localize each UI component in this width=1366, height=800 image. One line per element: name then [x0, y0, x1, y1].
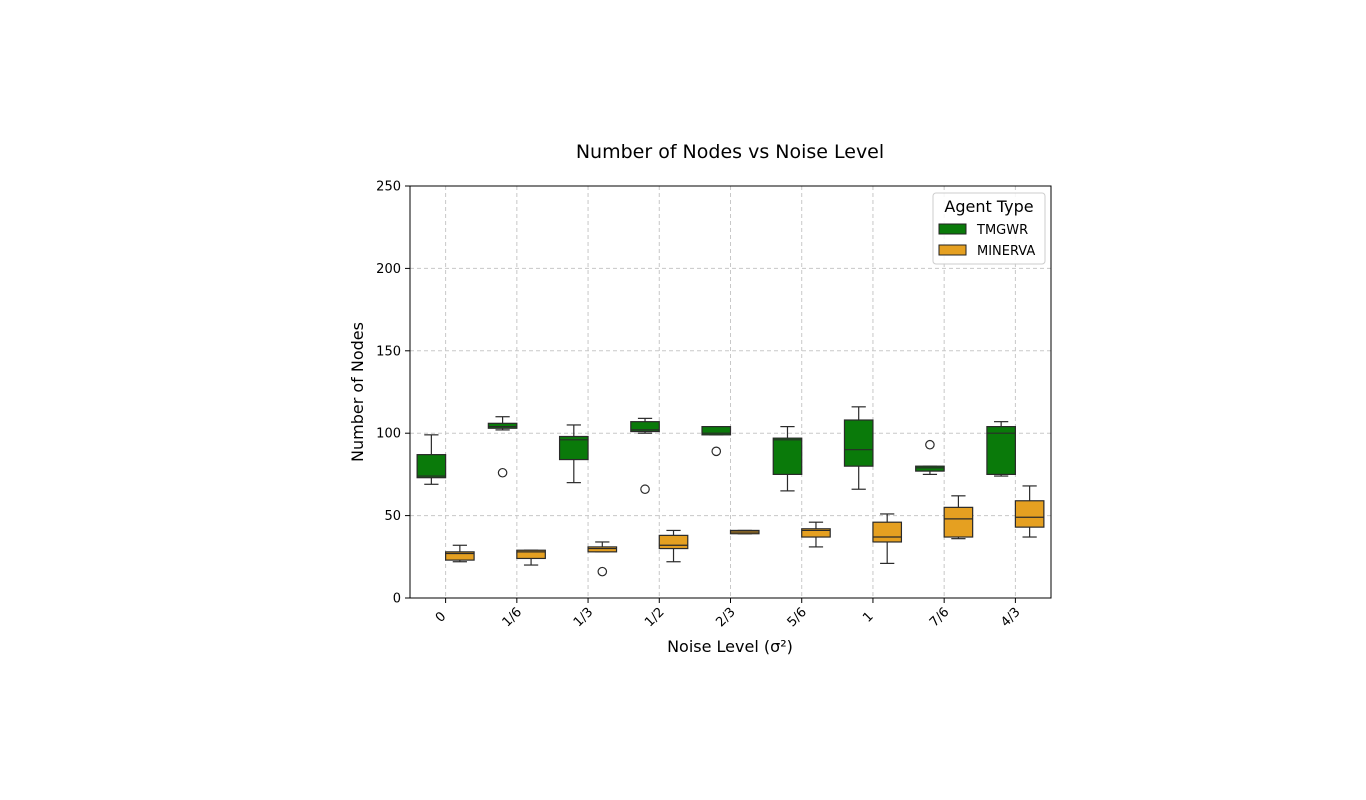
box-tmgwr: [630, 417, 660, 495]
outlier-point: [925, 439, 935, 450]
outlier-point: [711, 446, 722, 457]
box-iqr: [487, 422, 518, 429]
box-minerva: [445, 544, 475, 563]
outlier-point: [640, 484, 650, 495]
box-tmgwr: [558, 424, 589, 484]
outlier-point: [597, 566, 608, 577]
legend-label-tmgwr: TMGWR: [976, 223, 1028, 238]
x-tick-label: 1: [860, 609, 876, 625]
x-tick-label: 7/6: [927, 605, 952, 630]
box-iqr: [801, 528, 831, 538]
box-minerva: [943, 495, 974, 540]
box-minerva: [516, 549, 546, 566]
box-iqr: [416, 454, 447, 479]
box-iqr: [587, 546, 618, 553]
y-tick-label: 250: [376, 180, 401, 195]
box-iqr: [630, 421, 660, 433]
box-iqr: [701, 426, 732, 436]
x-tick-label: 1/3: [571, 605, 596, 630]
x-axis-label: Noise Level (σ²): [667, 637, 793, 656]
x-tick-label: 1/6: [500, 605, 525, 630]
y-tick-label: 50: [384, 509, 401, 524]
box-tmgwr: [915, 439, 945, 475]
boxes-layer: [416, 406, 1045, 577]
y-tick-label: 100: [376, 427, 401, 442]
box-tmgwr: [843, 406, 874, 490]
box-minerva: [587, 541, 618, 577]
chart-title: Number of Nodes vs Noise Level: [576, 141, 884, 163]
box-tmgwr: [701, 426, 732, 457]
y-tick-label: 0: [393, 592, 401, 607]
box-iqr: [872, 521, 903, 543]
legend: Agent Type TMGWR MINERVA: [932, 192, 1046, 265]
legend-label-minerva: MINERVA: [977, 244, 1035, 259]
box-tmgwr: [986, 421, 1016, 477]
box-iqr: [658, 534, 689, 550]
x-tick-label: 4/3: [998, 605, 1023, 630]
box-iqr: [843, 419, 874, 467]
box-iqr: [445, 551, 475, 561]
outlier-point: [497, 467, 508, 478]
x-tick-label: 0: [433, 609, 449, 625]
box-iqr: [1014, 500, 1045, 528]
box-iqr: [558, 435, 589, 461]
box-minerva: [729, 529, 760, 535]
axis-ticks: 0 50 100 150 200 250 0 1/6 1/3 1/2 2/3 5/6 1 7/6 4/3: [376, 180, 1023, 631]
box-iqr: [915, 465, 945, 472]
box-tmgwr: [416, 434, 447, 485]
y-axis-label: Number of Nodes: [348, 322, 367, 462]
box-tmgwr: [487, 416, 518, 478]
box-iqr: [516, 549, 546, 560]
y-tick-label: 200: [376, 262, 401, 277]
box-minerva: [658, 529, 689, 563]
x-tick-label: 1/2: [642, 605, 667, 630]
box-tmgwr: [772, 426, 803, 492]
box-minerva: [801, 521, 831, 548]
legend-swatch-tmgwr: [938, 223, 967, 235]
box-iqr: [943, 506, 974, 538]
box-iqr: [986, 426, 1016, 476]
box-iqr: [772, 437, 803, 476]
box-minerva: [1014, 485, 1045, 538]
x-tick-label: 5/6: [785, 605, 810, 630]
box-minerva: [872, 513, 903, 564]
y-tick-label: 150: [376, 344, 401, 359]
x-tick-label: 2/3: [713, 605, 738, 630]
legend-swatch-minerva: [938, 244, 967, 256]
legend-title: Agent Type: [944, 197, 1033, 216]
